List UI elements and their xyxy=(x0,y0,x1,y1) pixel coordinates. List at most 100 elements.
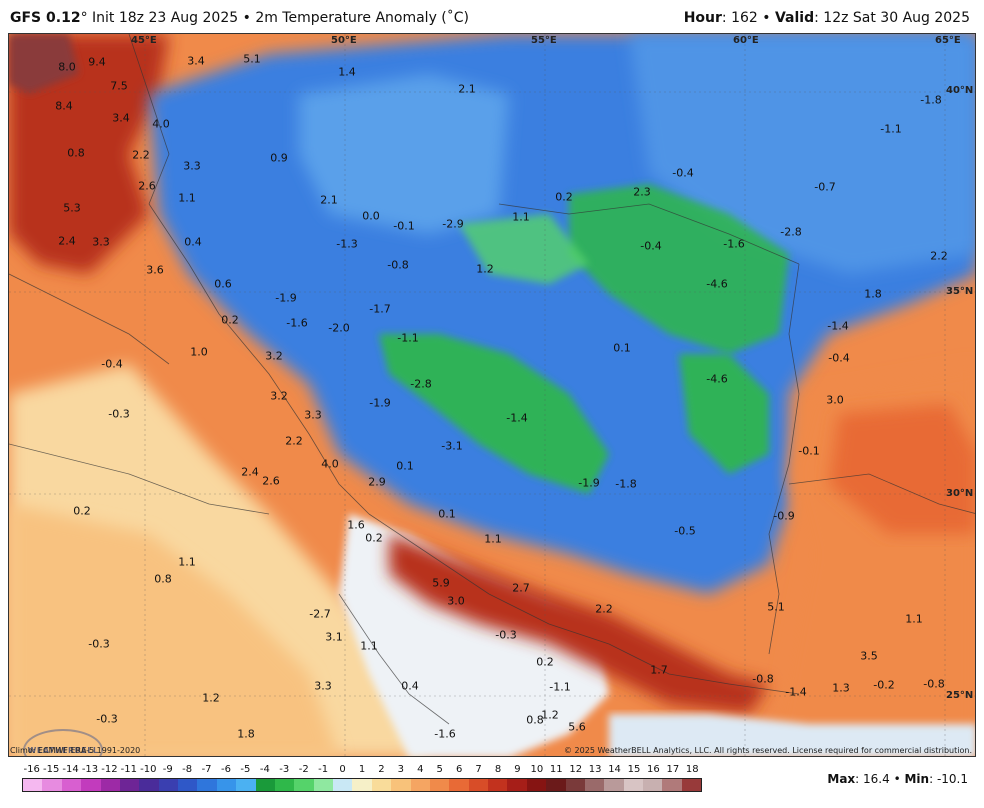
anomaly-value-label: 0.8 xyxy=(526,713,544,727)
colorbar-tick-label: 16 xyxy=(647,764,660,775)
colorbar-tick-label: -14 xyxy=(62,764,79,775)
anomaly-value-label: 1.2 xyxy=(476,262,494,276)
anomaly-value-label: 2.1 xyxy=(458,82,476,96)
colorbar-swatch xyxy=(449,779,469,791)
hour-value: : 162 xyxy=(721,10,758,26)
anomaly-value-label: 3.6 xyxy=(146,263,164,277)
anomaly-value-label: -2.8 xyxy=(410,377,432,391)
lat-label-35: 35°N xyxy=(946,286,974,297)
hot-region-south-iran xyxy=(389,534,769,714)
arabian-sea-neutral xyxy=(609,714,975,756)
lon-label-60: 60°E xyxy=(733,35,759,46)
colorbar-tick-label: 3 xyxy=(397,764,405,775)
anomaly-value-label: -2.8 xyxy=(780,225,802,239)
anomaly-value-label: -0.1 xyxy=(393,219,415,233)
anomaly-value-label: 7.5 xyxy=(110,79,128,93)
anomaly-value-label: 5.6 xyxy=(568,720,586,734)
model-name: GFS 0.12 xyxy=(10,10,81,26)
anomaly-value-label: 2.4 xyxy=(241,465,259,479)
colorbar-ticks: -16 -15 -14 -13 -12 -11 -10 -9 -8 -7 -6 -5 -4 -3 -2 -1 0… xyxy=(22,764,702,776)
anomaly-value-label: -0.3 xyxy=(96,712,118,726)
colorbar-swatch xyxy=(604,779,624,791)
anomaly-value-label: 2.7 xyxy=(512,581,530,595)
colorbar-swatch xyxy=(294,779,314,791)
colorbar-tick-label: 14 xyxy=(608,764,621,775)
colorbar-swatch xyxy=(42,779,62,791)
colorbar-tick-label: 4 xyxy=(417,764,424,775)
colorbar-tick-label: 10 xyxy=(530,764,544,775)
colorbar-tick-label: 18 xyxy=(685,764,699,775)
persian-gulf-coast-south xyxy=(338,593,450,725)
lat-lon-grid xyxy=(9,34,975,756)
anomaly-value-label: 5.1 xyxy=(243,52,261,66)
anomaly-value-label: -1.1 xyxy=(880,122,902,136)
anomaly-value-label: 5.3 xyxy=(63,201,81,215)
colorbar-swatch xyxy=(81,779,101,791)
anomaly-value-label: 1.0 xyxy=(190,345,208,359)
anomaly-value-label: 3.3 xyxy=(314,679,332,693)
colorbar-swatch xyxy=(236,779,256,791)
lon-label-65: 65°E xyxy=(935,35,961,46)
anomaly-value-label: 0.6 xyxy=(214,277,232,291)
max-label: Max xyxy=(827,772,856,786)
anomaly-value-label: -2.9 xyxy=(442,217,464,231)
anomaly-value-label: -0.7 xyxy=(814,180,836,194)
border-iraq-saudi xyxy=(9,443,270,515)
colorbar-tick-label: 17 xyxy=(666,764,680,775)
colorbar-swatch xyxy=(584,779,605,791)
colorbar-tick-label: 7 xyxy=(475,764,482,775)
colorbar-swatch xyxy=(333,779,353,791)
colorbar-tick-label: -8 xyxy=(182,764,193,775)
colorbar-tick-label: 8 xyxy=(494,764,502,775)
persian-gulf-coast-north xyxy=(368,513,610,645)
anomaly-value-label: 2.2 xyxy=(930,249,948,263)
border-syria-iraq xyxy=(9,273,170,365)
anomaly-value-label: -1.4 xyxy=(506,411,528,425)
anomaly-value-label: 0.2 xyxy=(536,655,554,669)
colorbar-tick-label: -15 xyxy=(42,764,60,775)
hot-region-caucasus xyxy=(9,34,169,274)
anomaly-value-label: -0.3 xyxy=(108,407,130,421)
border-iran-iraq xyxy=(148,203,370,515)
strong-cool-band-northeast xyxy=(569,184,789,354)
colorbar-swatch xyxy=(313,779,333,791)
anomaly-value-label: 5.9 xyxy=(432,576,450,590)
anomaly-value-label: 3.4 xyxy=(187,54,205,68)
anomaly-value-label: 1.6 xyxy=(347,518,365,532)
anomaly-value-label: 3.3 xyxy=(304,408,322,422)
max-min-readout: Max: 16.4 • Min: -10.1 xyxy=(827,772,968,786)
strong-cool-band-central xyxy=(379,334,609,494)
anomaly-value-label: 1.3 xyxy=(832,681,850,695)
anomaly-value-label: -1.9 xyxy=(275,291,297,305)
anomaly-value-label: -0.3 xyxy=(495,628,517,642)
anomaly-value-label: 1.1 xyxy=(484,532,502,546)
lat-label-30: 30°N xyxy=(946,488,974,499)
colorbar-tick-label: -9 xyxy=(162,764,173,775)
product-name: 2m Temperature Anomaly (˚C) xyxy=(255,10,469,26)
anomaly-value-label: 0.2 xyxy=(365,531,383,545)
anomaly-value-label: 9.4 xyxy=(88,55,106,69)
copyright-note: © 2025 WeatherBELL Analytics, LLC. All r… xyxy=(564,746,972,755)
anomaly-value-label: 1.1 xyxy=(360,639,378,653)
title-bullet: • xyxy=(242,10,251,26)
colorbar-tick-label: -6 xyxy=(221,764,231,775)
anomaly-value-label: 0.4 xyxy=(401,679,419,693)
colorbar-swatch xyxy=(507,779,527,791)
anomaly-value-label: -1.4 xyxy=(827,319,849,333)
hour-label: Hour xyxy=(683,10,722,26)
min-label: Min xyxy=(904,772,930,786)
colorbar-swatch xyxy=(526,779,547,791)
lon-label-55: 55°E xyxy=(531,35,557,46)
anomaly-value-label: -1.3 xyxy=(336,237,358,251)
lat-label-40: 40°N xyxy=(946,85,974,96)
colorbar-swatch xyxy=(197,779,217,791)
anomaly-value-label: 1.8 xyxy=(237,727,255,741)
anomaly-value-label: -0.4 xyxy=(828,351,850,365)
anomaly-value-label: -0.8 xyxy=(387,258,409,272)
makran-coast xyxy=(608,643,800,695)
anomaly-value-label: 0.8 xyxy=(67,146,85,160)
border-afghanistan-pakistan xyxy=(788,473,975,514)
anomaly-value-label: 3.4 xyxy=(112,111,130,125)
colorbar-swatch xyxy=(643,779,663,791)
anomaly-value-label: 0.2 xyxy=(555,190,573,204)
